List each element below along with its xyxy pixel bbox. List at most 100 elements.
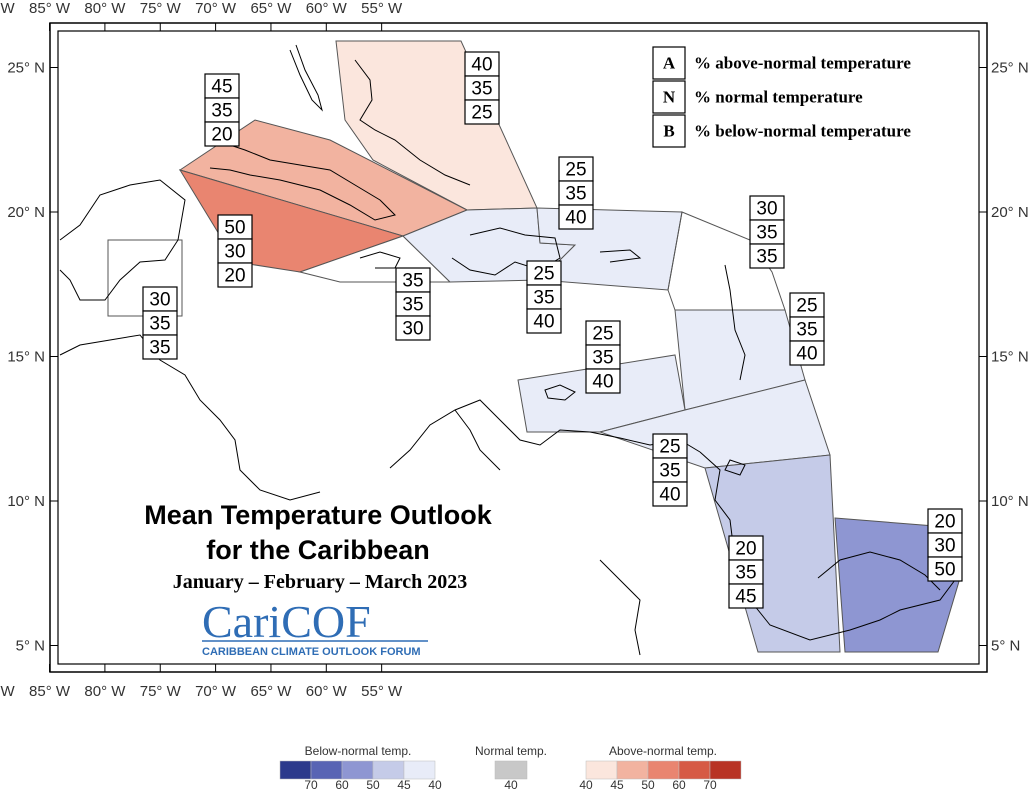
- caricof-logo: CariCOF CARIBBEAN CLIMATE OUTLOOK FORUM: [202, 596, 428, 658]
- prob-box-northern-leewards: 30 35 35: [749, 195, 785, 269]
- above-swatch: [585, 760, 618, 780]
- prob-box-guyana: 20 35 45: [728, 535, 764, 609]
- lat-label-left: 25° N: [7, 60, 45, 77]
- prob-value: 35: [659, 461, 680, 482]
- prob-value: 25: [796, 296, 817, 317]
- logo-name: CariCOF: [202, 596, 371, 647]
- legend-text-n: % normal temperature: [694, 88, 863, 107]
- prob-box-cuba: 45 35 20: [204, 73, 240, 147]
- prob-value: 35: [149, 314, 170, 335]
- lat-label-right: 20° N: [991, 204, 1029, 221]
- map-title-line2: for the Caribbean: [206, 535, 430, 565]
- above-label: 40: [579, 778, 593, 791]
- prob-value: 25: [565, 160, 586, 181]
- below-label: 40: [428, 778, 442, 791]
- prob-value: 35: [402, 295, 423, 316]
- prob-value: 40: [565, 208, 586, 229]
- prob-value: 40: [796, 344, 817, 365]
- prob-value: 25: [533, 264, 554, 285]
- lat-label-right: 10° N: [991, 493, 1029, 510]
- prob-value: 35: [402, 271, 423, 292]
- prob-box-cayman: 50 30 20: [217, 214, 253, 288]
- prob-value: 20: [934, 512, 955, 533]
- logo-subtitle: CARIBBEAN CLIMATE OUTLOOK FORUM: [202, 646, 421, 658]
- below-swatch: [310, 760, 343, 780]
- prob-box-bahamas: 40 35 25: [464, 51, 500, 125]
- coastlines: [59, 44, 956, 656]
- lat-label-right: 25° N: [991, 60, 1029, 77]
- colorbar-above-title: Above-normal temp.: [609, 744, 717, 758]
- lat-label-left: 20° N: [7, 204, 45, 221]
- latitude-labels-right: 25° N 20° N 15° N 10° N 5° N: [991, 60, 1029, 655]
- legend-text-b: % below-normal temperature: [694, 122, 911, 141]
- lat-label-left: 5° N: [16, 638, 45, 655]
- legend-key-a: A: [663, 54, 676, 73]
- lon-label-bottom: 55° W: [361, 683, 403, 700]
- prob-box-trinidad: 25 35 40: [652, 433, 688, 507]
- lon-label-top: 80° W: [84, 0, 126, 17]
- lat-label-right: 5° N: [991, 638, 1020, 655]
- prob-value: 40: [659, 485, 680, 506]
- prob-value: 35: [565, 184, 586, 205]
- lon-label-bottom: 85° W: [29, 683, 71, 700]
- prob-value: 30: [224, 242, 245, 263]
- prob-value: 35: [592, 348, 613, 369]
- lon-label-top: 60° W: [306, 0, 348, 17]
- prob-value: 30: [934, 536, 955, 557]
- prob-box-puerto-rico: 25 35 40: [558, 156, 594, 230]
- prob-value: 30: [402, 319, 423, 340]
- prob-box-jamaica: 35 35 30: [395, 267, 431, 341]
- prob-value: 50: [224, 218, 245, 239]
- prob-value: 30: [756, 199, 777, 220]
- prob-box-windwards: 25 35 40: [789, 292, 825, 366]
- prob-value: 35: [735, 563, 756, 584]
- latitude-labels-left: 25° N 20° N 15° N 10° N 5° N: [7, 60, 45, 655]
- lon-label-bottom: 90° W: [0, 683, 16, 700]
- tick-marks: [49, 23, 987, 672]
- prob-value: 20: [224, 266, 245, 287]
- above-label: 70: [703, 778, 717, 791]
- prob-value: 40: [533, 312, 554, 333]
- prob-box-suriname-guiana: 20 30 50: [927, 508, 963, 582]
- above-label: 60: [672, 778, 686, 791]
- above-swatch: [647, 760, 680, 780]
- prob-value: 45: [735, 587, 756, 608]
- prob-value: 20: [211, 125, 232, 146]
- below-swatch: [403, 760, 436, 780]
- prob-box-hispaniola: 25 35 40: [526, 260, 562, 334]
- longitude-labels-top: 90° W 85° W 80° W 75° W 70° W 65° W 60° W 55° W: [0, 0, 403, 17]
- prob-value: 35: [211, 101, 232, 122]
- lon-label-bottom: 80° W: [84, 683, 126, 700]
- prob-value: 25: [471, 103, 492, 124]
- lat-label-right: 15° N: [991, 349, 1029, 366]
- below-label: 70: [304, 778, 318, 791]
- prob-value: 35: [756, 247, 777, 268]
- lon-label-top: 55° W: [361, 0, 403, 17]
- lon-label-top: 75° W: [140, 0, 182, 17]
- lon-label-bottom: 60° W: [306, 683, 348, 700]
- lon-label-top: 65° W: [250, 0, 292, 17]
- above-label: 45: [610, 778, 624, 791]
- prob-value: 25: [592, 324, 613, 345]
- prob-value: 50: [934, 560, 955, 581]
- below-label: 60: [335, 778, 349, 791]
- prob-value: 35: [533, 288, 554, 309]
- above-swatch: [616, 760, 649, 780]
- colorbar-normal-title: Normal temp.: [475, 744, 547, 758]
- map-title: Mean Temperature Outlook: [144, 500, 493, 530]
- normal-label: 40: [504, 778, 518, 791]
- prob-box-central-america-north: 30 35 35: [142, 286, 178, 360]
- above-swatch: [709, 760, 742, 780]
- prob-value: 40: [592, 372, 613, 393]
- lon-label-top: 70° W: [195, 0, 237, 17]
- prob-value: 35: [796, 320, 817, 341]
- below-swatch: [341, 760, 374, 780]
- below-label: 45: [397, 778, 411, 791]
- lon-label-bottom: 75° W: [140, 683, 182, 700]
- lat-label-left: 10° N: [7, 493, 45, 510]
- lon-label-bottom: 65° W: [250, 683, 292, 700]
- above-label: 50: [641, 778, 655, 791]
- below-label: 50: [366, 778, 380, 791]
- lat-label-left: 15° N: [7, 349, 45, 366]
